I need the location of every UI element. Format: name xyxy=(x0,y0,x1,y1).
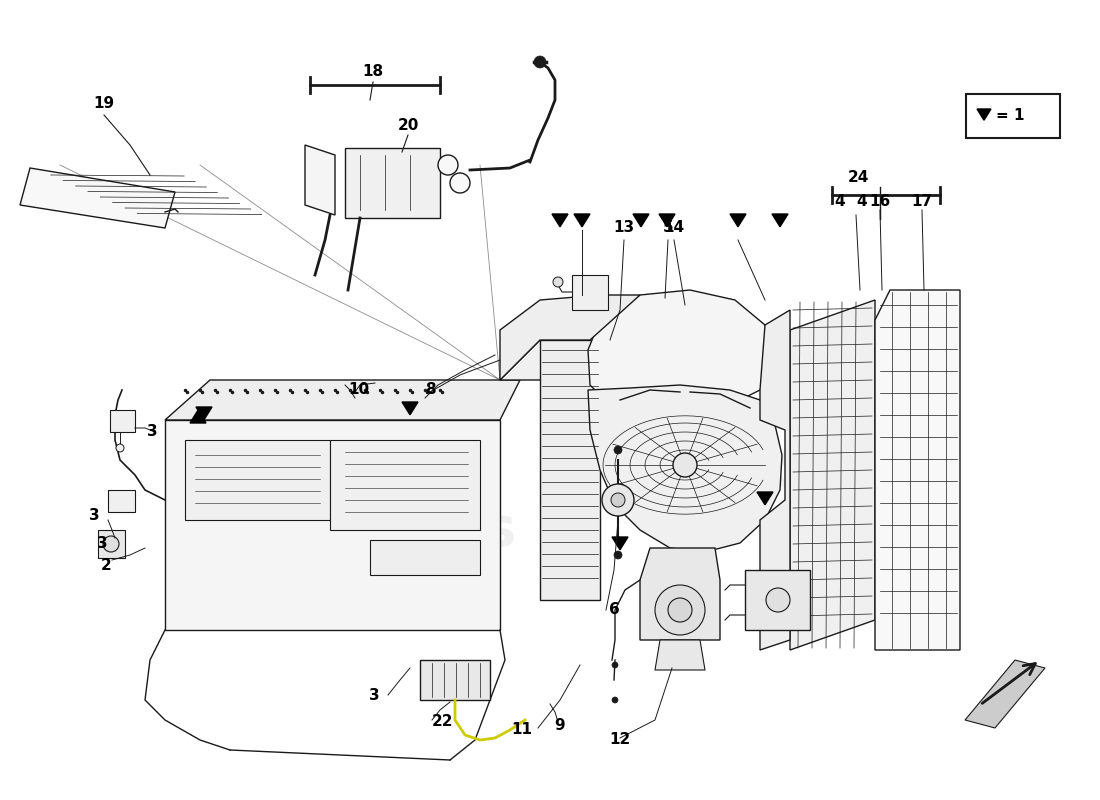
Circle shape xyxy=(673,453,697,477)
Circle shape xyxy=(116,444,124,452)
Circle shape xyxy=(438,155,458,175)
Polygon shape xyxy=(588,290,775,415)
Polygon shape xyxy=(20,168,175,228)
Polygon shape xyxy=(588,385,782,552)
Circle shape xyxy=(654,585,705,635)
Text: 6: 6 xyxy=(609,602,619,618)
Circle shape xyxy=(103,536,119,552)
Polygon shape xyxy=(110,410,135,432)
Polygon shape xyxy=(654,640,705,670)
Text: 12: 12 xyxy=(609,733,630,747)
Polygon shape xyxy=(540,340,600,600)
Text: a passion for perfection: a passion for perfection xyxy=(228,580,492,600)
Text: 22: 22 xyxy=(432,714,453,730)
Polygon shape xyxy=(98,530,125,558)
Text: 3: 3 xyxy=(89,507,100,522)
Text: 17: 17 xyxy=(912,194,933,210)
Polygon shape xyxy=(612,537,628,550)
Text: = 1: = 1 xyxy=(996,109,1024,123)
Polygon shape xyxy=(977,109,991,120)
Text: eurospares: eurospares xyxy=(184,504,517,556)
Text: 13: 13 xyxy=(614,221,635,235)
Polygon shape xyxy=(757,492,773,505)
Polygon shape xyxy=(500,295,640,380)
Polygon shape xyxy=(370,540,480,575)
Circle shape xyxy=(610,493,625,507)
Text: 3: 3 xyxy=(147,425,157,439)
Polygon shape xyxy=(165,380,520,420)
Text: 3: 3 xyxy=(98,537,108,551)
Circle shape xyxy=(614,446,622,454)
Text: 24: 24 xyxy=(847,170,869,185)
Polygon shape xyxy=(632,214,649,227)
Polygon shape xyxy=(402,402,418,414)
Bar xyxy=(966,94,1060,138)
Circle shape xyxy=(450,173,470,193)
Polygon shape xyxy=(640,548,720,640)
Text: 20: 20 xyxy=(397,118,419,133)
Text: 4: 4 xyxy=(856,194,867,210)
Polygon shape xyxy=(730,214,746,227)
Text: 4: 4 xyxy=(835,194,845,210)
Text: 8: 8 xyxy=(425,382,436,398)
Polygon shape xyxy=(190,410,206,423)
Text: 14: 14 xyxy=(663,221,684,235)
Text: 10: 10 xyxy=(348,382,370,398)
Polygon shape xyxy=(420,660,490,700)
Text: 2: 2 xyxy=(101,558,112,573)
Circle shape xyxy=(614,551,622,559)
Polygon shape xyxy=(790,300,874,650)
Text: 9: 9 xyxy=(554,718,564,733)
Text: 19: 19 xyxy=(94,95,114,110)
Polygon shape xyxy=(572,275,608,310)
Circle shape xyxy=(766,588,790,612)
Polygon shape xyxy=(772,214,788,227)
Polygon shape xyxy=(745,570,810,630)
Polygon shape xyxy=(574,214,590,227)
Polygon shape xyxy=(330,440,480,530)
Circle shape xyxy=(553,277,563,287)
Polygon shape xyxy=(165,420,501,630)
Polygon shape xyxy=(185,440,330,520)
Text: 11: 11 xyxy=(512,722,532,738)
Polygon shape xyxy=(965,660,1045,728)
Polygon shape xyxy=(345,148,440,218)
Text: 16: 16 xyxy=(869,194,891,210)
Polygon shape xyxy=(760,310,790,650)
Polygon shape xyxy=(500,340,580,380)
Text: 18: 18 xyxy=(362,65,384,79)
Text: 1985: 1985 xyxy=(722,424,918,536)
Text: 3: 3 xyxy=(370,687,379,702)
Polygon shape xyxy=(196,407,212,420)
Circle shape xyxy=(602,484,634,516)
Polygon shape xyxy=(874,290,960,650)
Polygon shape xyxy=(659,214,675,227)
Polygon shape xyxy=(305,145,336,215)
Circle shape xyxy=(668,598,692,622)
Text: 5: 5 xyxy=(662,221,673,235)
Polygon shape xyxy=(108,490,135,512)
Circle shape xyxy=(534,56,546,68)
Circle shape xyxy=(612,662,618,668)
Circle shape xyxy=(612,697,618,703)
Polygon shape xyxy=(552,214,568,227)
